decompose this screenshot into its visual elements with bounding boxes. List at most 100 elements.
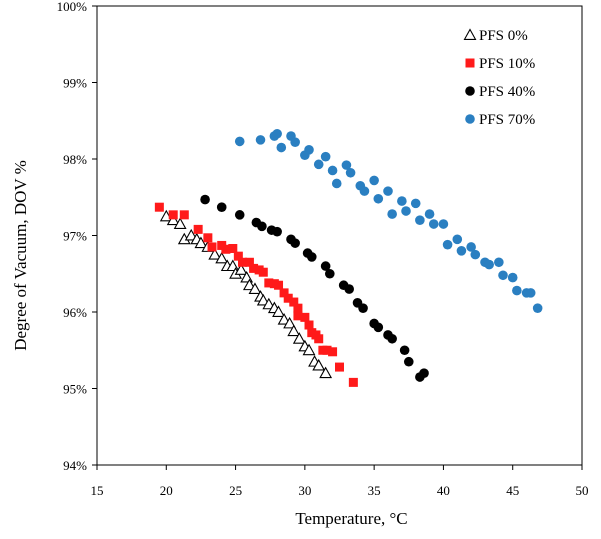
data-point [452, 234, 463, 245]
data-point [399, 345, 410, 356]
data-point [532, 303, 543, 313]
data-point [234, 136, 245, 147]
y-tick-label: 99% [63, 76, 87, 91]
data-point [242, 278, 256, 291]
data-point [283, 293, 293, 303]
x-tick-label: 30 [298, 483, 311, 498]
data-point [215, 251, 229, 264]
data-point [328, 347, 338, 357]
data-point [322, 345, 332, 355]
data-point [208, 247, 222, 260]
data-point [234, 263, 248, 275]
legend-marker [465, 86, 475, 96]
data-point [320, 151, 331, 162]
data-point [249, 263, 259, 273]
data-point [228, 244, 238, 254]
data-point [507, 272, 518, 283]
data-point [348, 377, 358, 387]
data-point [335, 362, 344, 372]
y-tick-label: 96% [63, 305, 87, 320]
data-point [272, 128, 282, 139]
data-point [289, 297, 299, 307]
data-point [325, 268, 335, 279]
legend: PFS 0% PFS 10% PFS 40% PFS 70% [463, 28, 535, 128]
data-point [387, 333, 397, 344]
data-point [276, 142, 287, 153]
legend-label: PFS 70% [479, 112, 535, 128]
y-axis-title: Degree of Vacuum, DOV % [11, 160, 30, 351]
data-point [194, 236, 208, 249]
data-point [312, 358, 326, 371]
data-point [401, 206, 411, 216]
data-point [359, 186, 370, 196]
data-point [168, 210, 178, 220]
data-point [287, 324, 301, 337]
plot-frame [96, 5, 583, 466]
data-point [293, 303, 303, 313]
data-point [292, 332, 306, 344]
data-point [344, 284, 355, 294]
data-point [274, 280, 284, 290]
data-point [331, 178, 342, 189]
data-point [200, 194, 210, 205]
series-1 [154, 202, 358, 387]
plot-points [154, 128, 543, 387]
x-tick-label: 25 [229, 483, 242, 498]
data-point [233, 251, 243, 261]
data-point [184, 228, 198, 241]
data-point [234, 210, 245, 220]
legend-marker [465, 114, 475, 124]
data-point [397, 196, 407, 206]
axes [96, 5, 583, 466]
data-point [424, 209, 435, 219]
data-point [373, 322, 384, 333]
data-point [272, 305, 285, 317]
data-point [203, 233, 213, 243]
data-point [244, 257, 254, 267]
data-point [277, 313, 291, 325]
x-axis-title: Temperature, °C [295, 509, 407, 528]
data-point [257, 221, 267, 232]
y-tick-label: 98% [63, 152, 87, 167]
data-point [283, 316, 297, 329]
data-point [166, 213, 180, 226]
data-point [279, 288, 289, 298]
data-point [306, 252, 317, 262]
legend-label: PFS 40% [479, 84, 535, 100]
data-point [358, 303, 368, 313]
data-point [319, 366, 333, 379]
data-point [193, 224, 203, 234]
data-point [304, 320, 314, 330]
data-point [373, 193, 384, 204]
legend-marker [463, 28, 477, 40]
data-point [179, 210, 189, 220]
x-tick-label: 40 [437, 483, 450, 498]
data-point [272, 226, 282, 237]
data-point [327, 165, 338, 176]
data-point [442, 239, 453, 250]
x-tick-label: 15 [91, 483, 104, 498]
data-point [256, 293, 270, 306]
series-2 [200, 194, 429, 382]
data-point [456, 246, 467, 256]
data-point [255, 135, 266, 145]
data-point [302, 343, 316, 356]
data-point [494, 257, 504, 268]
x-tick-label: 35 [368, 483, 381, 498]
data-point [221, 244, 231, 254]
data-point [300, 312, 310, 322]
data-point [313, 159, 324, 170]
data-point [154, 202, 164, 212]
data-point [264, 278, 274, 288]
data-point [341, 160, 352, 170]
y-tick-label: 97% [63, 229, 87, 244]
y-tick-label: 94% [63, 458, 87, 473]
data-point [238, 257, 247, 267]
legend-label: PFS 0% [479, 28, 528, 44]
data-point [415, 215, 425, 225]
data-point [410, 198, 421, 209]
data-point [369, 175, 379, 186]
data-point [383, 186, 393, 196]
